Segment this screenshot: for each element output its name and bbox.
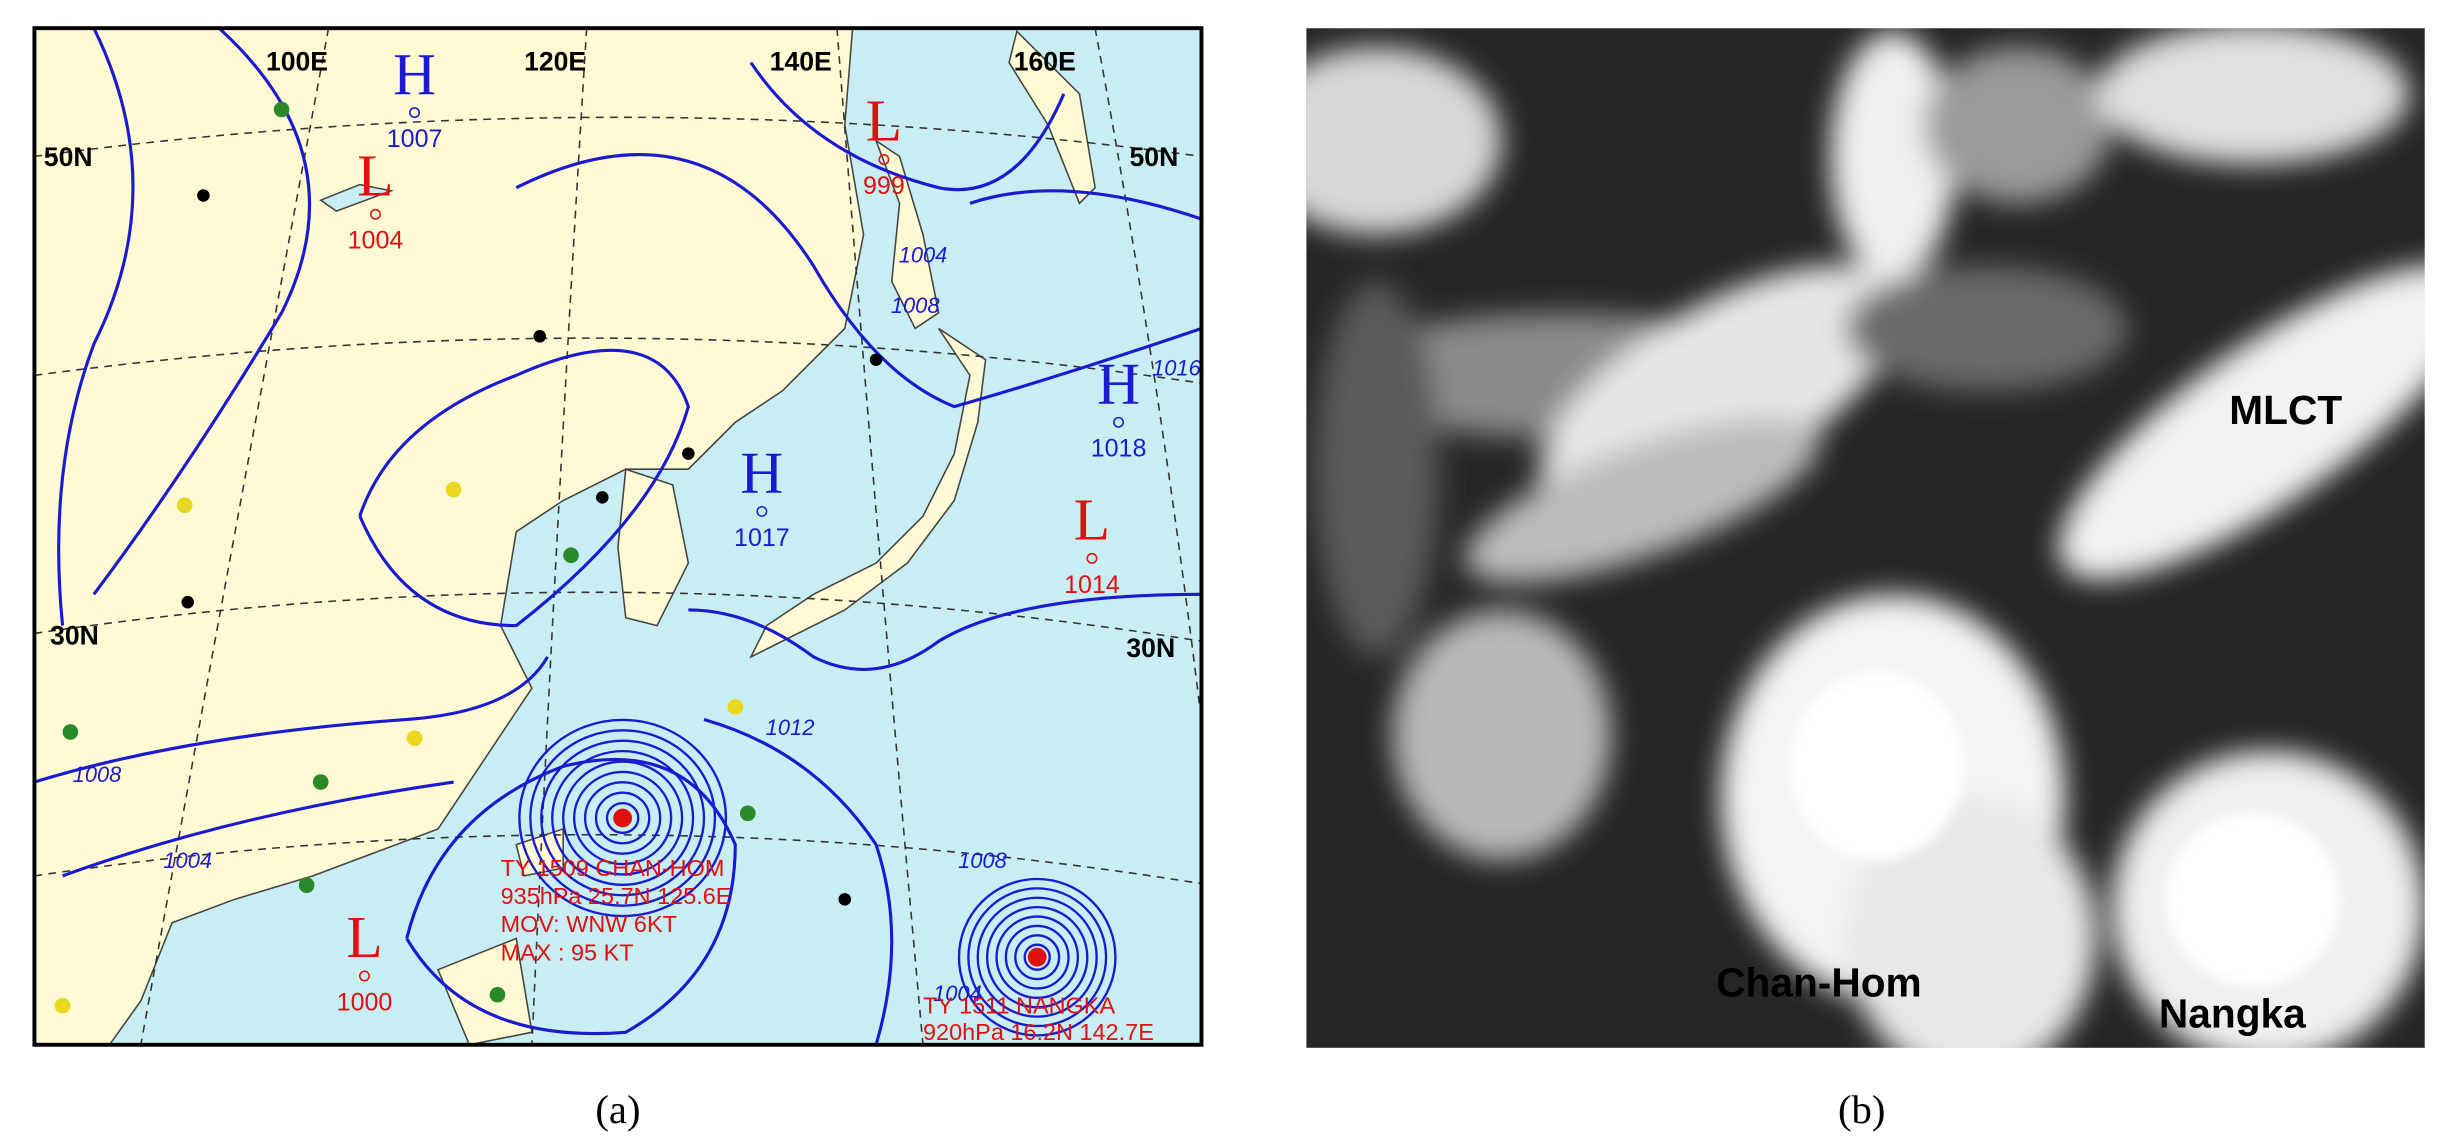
pressure-system: L 1000: [337, 904, 393, 1016]
latitude-label: 30N: [50, 620, 99, 650]
isobar-ring: [985, 905, 1089, 1009]
pressure-system: H 1018: [1091, 351, 1147, 463]
system-center: [1113, 416, 1125, 428]
system-center: [369, 208, 381, 220]
system-center: [359, 970, 370, 982]
pressure-system: H 1007: [387, 41, 443, 153]
system-pressure: 1007: [387, 125, 443, 153]
isobar-ring: [1023, 943, 1051, 971]
typhoon-info: TY 1509 CHAN-HOM 935hPa 25.7N 125.6E MOV…: [501, 855, 1154, 1045]
isobar-ring: [583, 781, 662, 855]
system-center: [878, 154, 890, 166]
satellite-label: Nangka: [2159, 991, 2306, 1037]
system-letter: H: [393, 41, 436, 107]
isobar-label: 1004: [899, 243, 948, 268]
typhoon-isobars: [957, 877, 1117, 1037]
isobar-label: 1016: [1152, 355, 1202, 380]
typhoon-center: [613, 808, 633, 828]
isobar-label: 1008: [73, 762, 123, 787]
system-pressure: 1004: [348, 227, 404, 255]
pressure-system: H 1017: [734, 440, 790, 552]
typhoon-text: 920hPa 16.2N 142.7E: [923, 1019, 1154, 1045]
isobar-ring: [605, 801, 640, 835]
isobar-ring: [1014, 934, 1061, 981]
map-frame: [32, 26, 1204, 1047]
isobar-ring: [572, 770, 673, 866]
system-letter: L: [866, 88, 902, 154]
isobar-ring: [562, 760, 684, 876]
longitude-label: 100E: [266, 46, 328, 76]
typhoon-text: TY 1509 CHAN-HOM: [501, 855, 725, 881]
system-pressure: 1017: [734, 524, 790, 552]
latitude-label: 50N: [44, 142, 93, 172]
system-pressure: 1000: [337, 988, 393, 1016]
isobar-ring: [551, 749, 695, 887]
longitude-label: 120E: [524, 46, 586, 76]
typhoon-text: TY 1511 NANGKA: [923, 992, 1115, 1018]
longitude-label: 160E: [1014, 46, 1076, 76]
isobar-ring: [967, 887, 1108, 1028]
isobar-label: 1012: [766, 715, 815, 740]
latitude-label: 50N: [1130, 142, 1179, 172]
system-letter: L: [346, 904, 382, 970]
stations: [54, 101, 883, 1014]
typhoon-center: [1027, 947, 1047, 967]
panel-caption: (b): [1838, 1087, 1885, 1132]
isobar-ring: [995, 915, 1080, 1000]
isobar-ring: [1004, 924, 1070, 990]
isobar-ring: [976, 896, 1098, 1018]
system-center: [756, 505, 768, 517]
system-center: [409, 107, 421, 119]
system-pressure: 1018: [1091, 435, 1147, 463]
system-center: [1086, 552, 1098, 564]
typhoon-text: MAX : 95 KT: [501, 939, 634, 965]
satellite-label: MLCT: [2229, 387, 2342, 433]
latitude-label: 30N: [1126, 633, 1175, 663]
isobar-label: 1004: [933, 981, 982, 1006]
typhoon-isobars: [518, 718, 728, 918]
satellite-label: Chan-Hom: [1716, 959, 1922, 1005]
isobar-ring: [957, 877, 1117, 1037]
system-letter: H: [740, 440, 783, 506]
isobar-ring: [518, 718, 728, 918]
typhoon-text: 935hPa 25.7N 125.6E: [501, 883, 732, 909]
system-pressure: 1014: [1064, 571, 1120, 599]
isobar-ring: [529, 729, 717, 907]
system-letter: H: [1097, 351, 1140, 417]
isobar-ring: [594, 791, 651, 845]
pressure-system: L 1014: [1064, 487, 1120, 599]
pressure-system: L 999: [863, 88, 905, 200]
panel-caption: (a): [595, 1087, 640, 1132]
longitude-label: 140E: [770, 46, 832, 76]
typhoon-text: MOV: WNW 6KT: [501, 911, 677, 937]
isobar-ring: [540, 739, 706, 897]
system-letter: L: [357, 143, 393, 209]
isobar-label: 1004: [163, 848, 212, 873]
pressure-system: L 1004: [348, 143, 404, 255]
system-letter: L: [1074, 487, 1110, 553]
isobar-label: 1008: [891, 293, 941, 318]
satellite-image: MLCT Chan-Hom Nangka: [1306, 28, 2425, 1048]
isobar-label: 1008: [958, 848, 1008, 873]
system-pressure: 999: [863, 172, 905, 200]
